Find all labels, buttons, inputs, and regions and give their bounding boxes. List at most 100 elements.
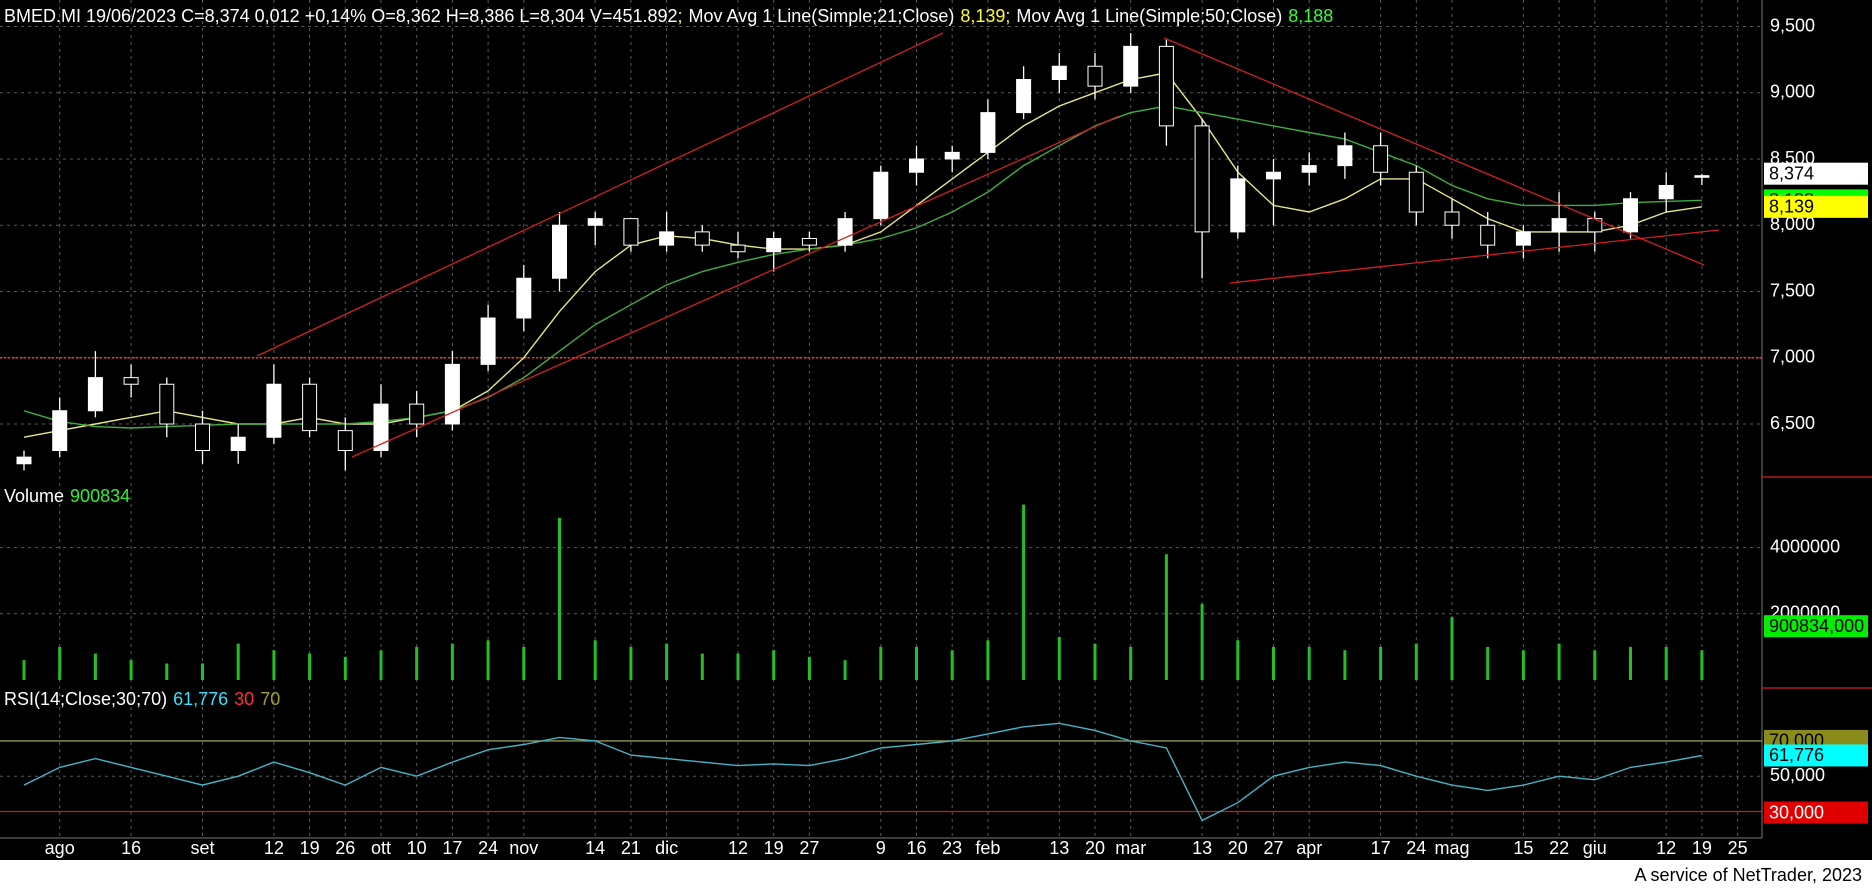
candle-body bbox=[266, 383, 282, 438]
candle-body bbox=[1623, 198, 1638, 233]
candle-body bbox=[1480, 224, 1496, 246]
volume-bar bbox=[1557, 643, 1561, 680]
footer-band bbox=[0, 860, 1872, 888]
candle-body bbox=[1194, 125, 1210, 233]
level-label: 30,000 bbox=[1769, 802, 1824, 822]
trend-line bbox=[351, 115, 1120, 458]
candle-body bbox=[1301, 165, 1317, 173]
candle-body bbox=[909, 158, 924, 173]
candle-body bbox=[1373, 145, 1389, 173]
volume-bar bbox=[343, 656, 347, 680]
x-tick-label: 27 bbox=[799, 838, 819, 858]
volume-bar bbox=[1164, 554, 1168, 680]
candle-body bbox=[766, 238, 782, 253]
volume-bar bbox=[1450, 617, 1454, 680]
candle-body bbox=[1444, 211, 1460, 226]
x-tick-label: 12 bbox=[728, 838, 748, 858]
y-tick-label: 9,500 bbox=[1770, 15, 1815, 35]
x-tick-label: 20 bbox=[1228, 838, 1248, 858]
candle-body bbox=[373, 403, 389, 451]
candle-body bbox=[1515, 231, 1531, 246]
level-label-box bbox=[1764, 801, 1868, 824]
candle-body bbox=[659, 231, 675, 246]
volume-bar bbox=[1414, 643, 1418, 680]
volume-bar bbox=[1093, 643, 1097, 680]
candle-body bbox=[587, 218, 603, 226]
volume-bar bbox=[1379, 646, 1383, 680]
candle-body bbox=[337, 430, 353, 451]
labels: ago 16 set 12 19 26 ott 10 17 24 nov 14 21 dic 12 19 27 9… bbox=[45, 15, 1868, 858]
candle-body bbox=[552, 224, 567, 279]
legend-entry: Mov Avg 1 Line(Simple;50;Close) bbox=[1016, 6, 1282, 26]
candle-body bbox=[123, 377, 139, 385]
volume-bar bbox=[308, 653, 312, 680]
last-value-label-box bbox=[1764, 744, 1868, 767]
volume-bar bbox=[1236, 640, 1240, 680]
x-tick-label: 17 bbox=[442, 838, 462, 858]
volume-bar bbox=[986, 640, 990, 680]
volume-bar bbox=[558, 517, 561, 680]
volume-bar bbox=[1700, 650, 1704, 680]
x-tick-label: 12 bbox=[1656, 838, 1676, 858]
volume-bar bbox=[915, 646, 918, 680]
last-value-label-box bbox=[1764, 615, 1868, 638]
volume-bar bbox=[736, 653, 740, 680]
legend-separator: ; bbox=[678, 6, 683, 26]
x-tick-label: set bbox=[190, 838, 214, 858]
volume-bar bbox=[450, 643, 454, 680]
x-tick-label: 24 bbox=[478, 838, 498, 858]
trend-lines bbox=[256, 32, 1720, 458]
volume-bar bbox=[1343, 650, 1347, 680]
candle-body bbox=[1087, 65, 1103, 87]
volume-bar bbox=[629, 646, 633, 680]
x-tick-label: 15 bbox=[1513, 838, 1533, 858]
x-tick-label: 19 bbox=[1692, 838, 1712, 858]
volume-bar bbox=[665, 643, 669, 680]
trend-line bbox=[256, 32, 944, 357]
volume-bar bbox=[93, 653, 97, 680]
candle-body bbox=[730, 244, 746, 253]
candle-body bbox=[16, 456, 32, 465]
legend-value: 8,188 bbox=[1288, 6, 1333, 26]
volume-bar bbox=[772, 650, 776, 680]
x-tick-label: ott bbox=[371, 838, 391, 858]
legend-value: 30 bbox=[234, 689, 254, 709]
x-tick-label: 22 bbox=[1549, 838, 1569, 858]
y-tick-label: 9,000 bbox=[1770, 82, 1815, 102]
y-tick-label: 4000000 bbox=[1770, 536, 1840, 556]
volume-bar bbox=[58, 646, 62, 680]
legend-entry: Mov Avg 1 Line(Simple;21;Close) bbox=[689, 6, 955, 26]
y-tick-label: 8,000 bbox=[1770, 214, 1815, 234]
candle-body bbox=[230, 436, 246, 451]
x-tick-label: 16 bbox=[906, 838, 926, 858]
volume-bar bbox=[379, 650, 383, 680]
trend-line bbox=[1163, 37, 1705, 266]
volume-bar bbox=[129, 660, 133, 680]
y-tick-label: 50,000 bbox=[1770, 765, 1825, 785]
x-tick-label: 10 bbox=[407, 838, 427, 858]
volume-bar bbox=[272, 650, 276, 680]
rsi-title: RSI(14;Close;30;70) bbox=[4, 689, 167, 709]
marks bbox=[0, 33, 1762, 822]
volume-bar bbox=[593, 640, 597, 680]
y-tick-label: 6,500 bbox=[1770, 413, 1815, 433]
x-tick-label: 21 bbox=[621, 838, 641, 858]
last-value-label: 900834,000 bbox=[1769, 616, 1864, 636]
panel-separators bbox=[1762, 476, 1872, 689]
volume-bar bbox=[843, 660, 847, 680]
x-tick-label: 24 bbox=[1406, 838, 1426, 858]
x-tick-label: 14 bbox=[585, 838, 605, 858]
x-tick-label: 13 bbox=[1192, 838, 1212, 858]
candle-body bbox=[1016, 79, 1032, 114]
x-tick-label: 19 bbox=[300, 838, 320, 858]
candle-body bbox=[1230, 178, 1246, 233]
candle-body bbox=[195, 423, 210, 451]
candle-body bbox=[694, 231, 710, 246]
footer: A service of NetTrader, 2023 bbox=[1635, 865, 1862, 885]
volume-bar bbox=[879, 646, 883, 680]
volume-bar bbox=[1022, 504, 1026, 680]
volume-bar bbox=[1057, 636, 1061, 680]
candle-body bbox=[1123, 45, 1139, 87]
volume-bar bbox=[807, 656, 811, 680]
